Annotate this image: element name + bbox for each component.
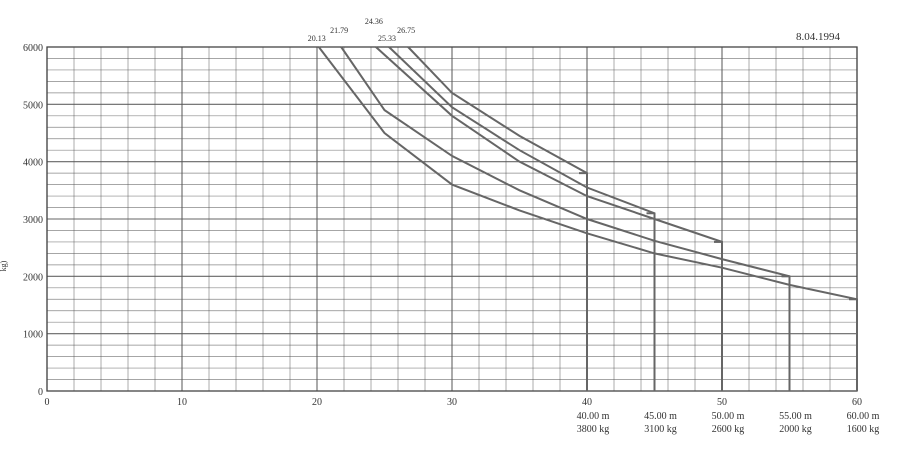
capacity-label: 2000 kg	[779, 424, 812, 435]
curves	[318, 46, 858, 391]
top-label: 20.13	[308, 34, 326, 43]
capacity-curve-1	[407, 46, 588, 391]
y-axis-label: kg)	[0, 260, 8, 271]
y-tick-label: 5000	[23, 100, 43, 111]
plot-border	[46, 46, 858, 392]
top-label: 26.75	[397, 26, 415, 35]
y-tick-label: 2000	[23, 272, 43, 283]
grid	[46, 46, 858, 392]
y-tick-label: 4000	[23, 158, 43, 169]
labels: 0 10 20 30 40 50 60 0 1000 2000 3000 4000 5000 6000 kg…	[0, 17, 880, 435]
y-tick-label: 6000	[23, 43, 43, 54]
boom-length-label: 55.00 m	[779, 411, 812, 422]
x-tick-label: 20	[312, 397, 322, 408]
x-tick-label: 50	[717, 397, 727, 408]
capacity-curve-5	[318, 46, 858, 391]
boom-length-label: 50.00 m	[712, 411, 745, 422]
x-tick-label: 10	[177, 397, 187, 408]
top-label: 21.79	[330, 26, 348, 35]
y-tick-label: 0	[38, 387, 43, 398]
top-label: 24.36	[365, 17, 383, 26]
y-tick-label: 1000	[23, 330, 43, 341]
capacity-curve-4	[340, 46, 791, 391]
capacity-label: 3100 kg	[644, 424, 677, 435]
boom-length-label: 60.00 m	[847, 411, 880, 422]
capacity-curve-2	[388, 46, 656, 391]
plot-frame	[46, 46, 858, 392]
x-tick-label: 30	[447, 397, 457, 408]
x-tick-label: 40	[582, 397, 592, 408]
boom-length-label: 40.00 m	[577, 411, 610, 422]
boom-length-label: 45.00 m	[644, 411, 677, 422]
capacity-label: 1600 kg	[847, 424, 880, 435]
x-tick-label: 0	[45, 397, 50, 408]
y-tick-label: 3000	[23, 215, 43, 226]
top-label: 25.33	[378, 34, 396, 43]
x-tick-label: 60	[852, 397, 862, 408]
capacity-label: 2600 kg	[712, 424, 745, 435]
capacity-label: 3800 kg	[577, 424, 610, 435]
date-label: 8.04.1994	[796, 31, 841, 43]
